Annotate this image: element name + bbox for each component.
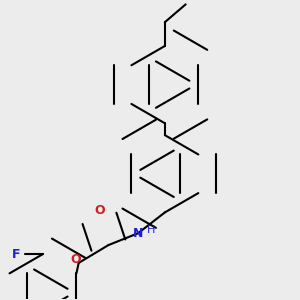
Text: O: O [70, 254, 81, 266]
Text: N: N [133, 227, 143, 240]
Text: O: O [94, 204, 105, 218]
Text: F: F [12, 248, 20, 260]
Text: H: H [147, 225, 156, 235]
